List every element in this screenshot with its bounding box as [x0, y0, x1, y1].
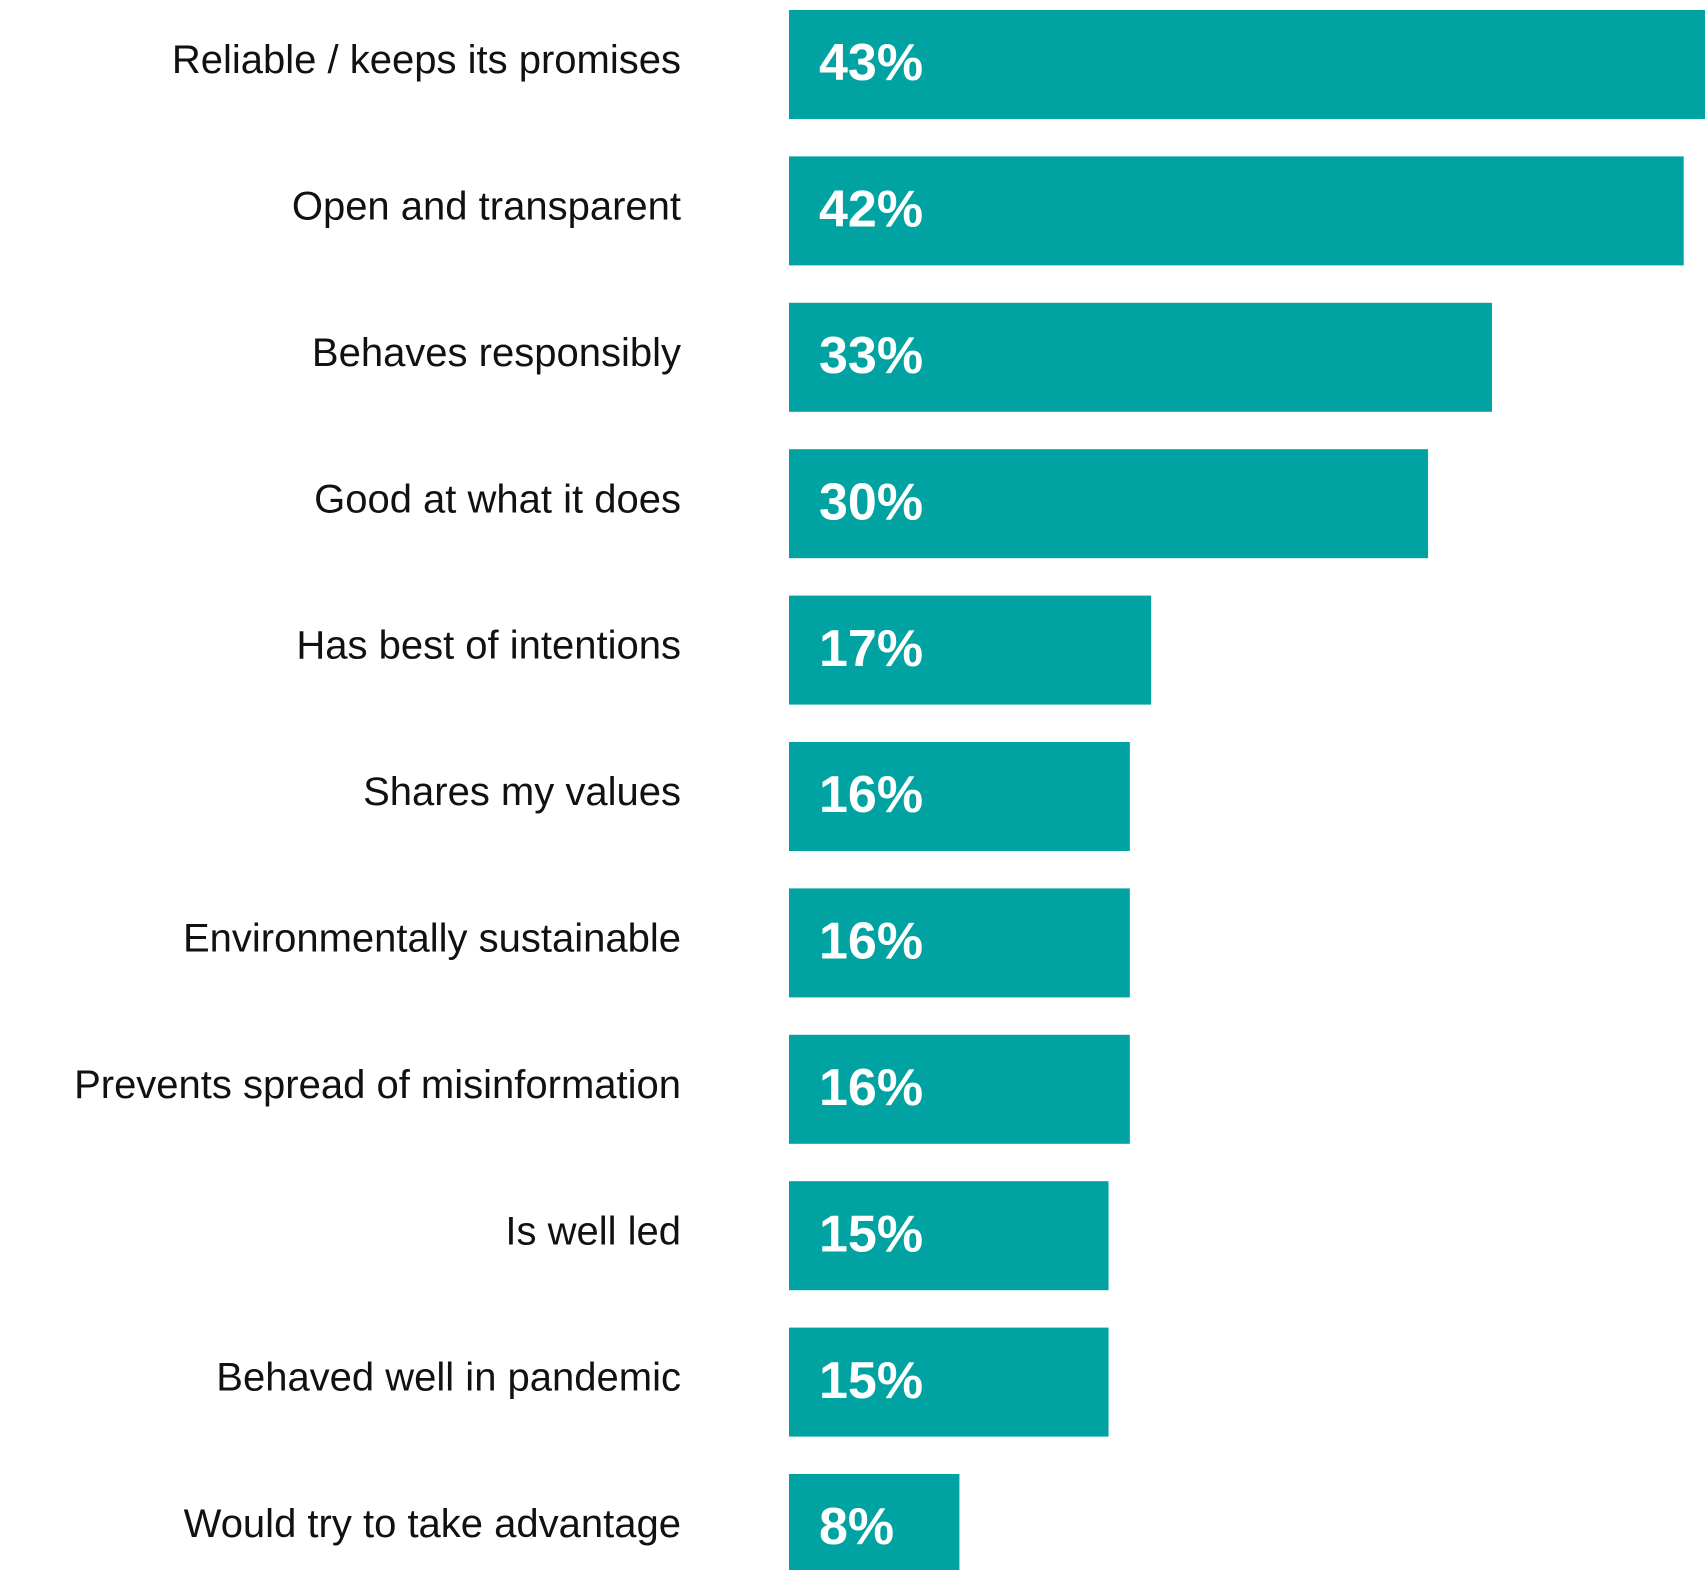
- category-label: Would try to take advantage: [184, 1502, 681, 1546]
- category-label: Open and transparent: [292, 184, 681, 228]
- category-label: Environmentally sustainable: [183, 916, 681, 960]
- bar: [789, 1181, 1109, 1291]
- bars-group: Reliable / keeps its promises 43% Open and…: [74, 10, 1705, 1570]
- category-label: Has best of intentions: [296, 624, 681, 668]
- value-label: 15%: [819, 1205, 923, 1263]
- value-label: 42%: [819, 181, 923, 239]
- bar: [789, 742, 1130, 851]
- bar: [789, 1474, 960, 1570]
- bar: [789, 302, 1492, 412]
- value-label: 16%: [819, 913, 923, 971]
- bar: [789, 595, 1152, 705]
- bar: [789, 156, 1684, 266]
- bar: [789, 449, 1429, 559]
- value-label: 30%: [819, 473, 923, 531]
- value-label: 17%: [819, 620, 923, 678]
- value-label: 43%: [819, 34, 923, 92]
- bar: [789, 1327, 1109, 1437]
- value-label: 8%: [819, 1498, 894, 1556]
- category-label: Prevents spread of misinformation: [74, 1063, 681, 1107]
- category-label: Shares my values: [363, 770, 681, 814]
- category-label: Behaved well in pandemic: [216, 1356, 681, 1400]
- bar: [789, 1034, 1130, 1144]
- value-label: 15%: [819, 1352, 923, 1410]
- value-label: 16%: [819, 766, 923, 824]
- bar: [789, 888, 1130, 998]
- bar: [789, 10, 1705, 119]
- value-label: 16%: [819, 1059, 923, 1117]
- category-label: Reliable / keeps its promises: [172, 38, 681, 82]
- category-label: Good at what it does: [314, 477, 681, 521]
- category-label: Behaves responsibly: [312, 331, 681, 375]
- category-label: Is well led: [505, 1209, 681, 1253]
- value-label: 33%: [819, 327, 923, 385]
